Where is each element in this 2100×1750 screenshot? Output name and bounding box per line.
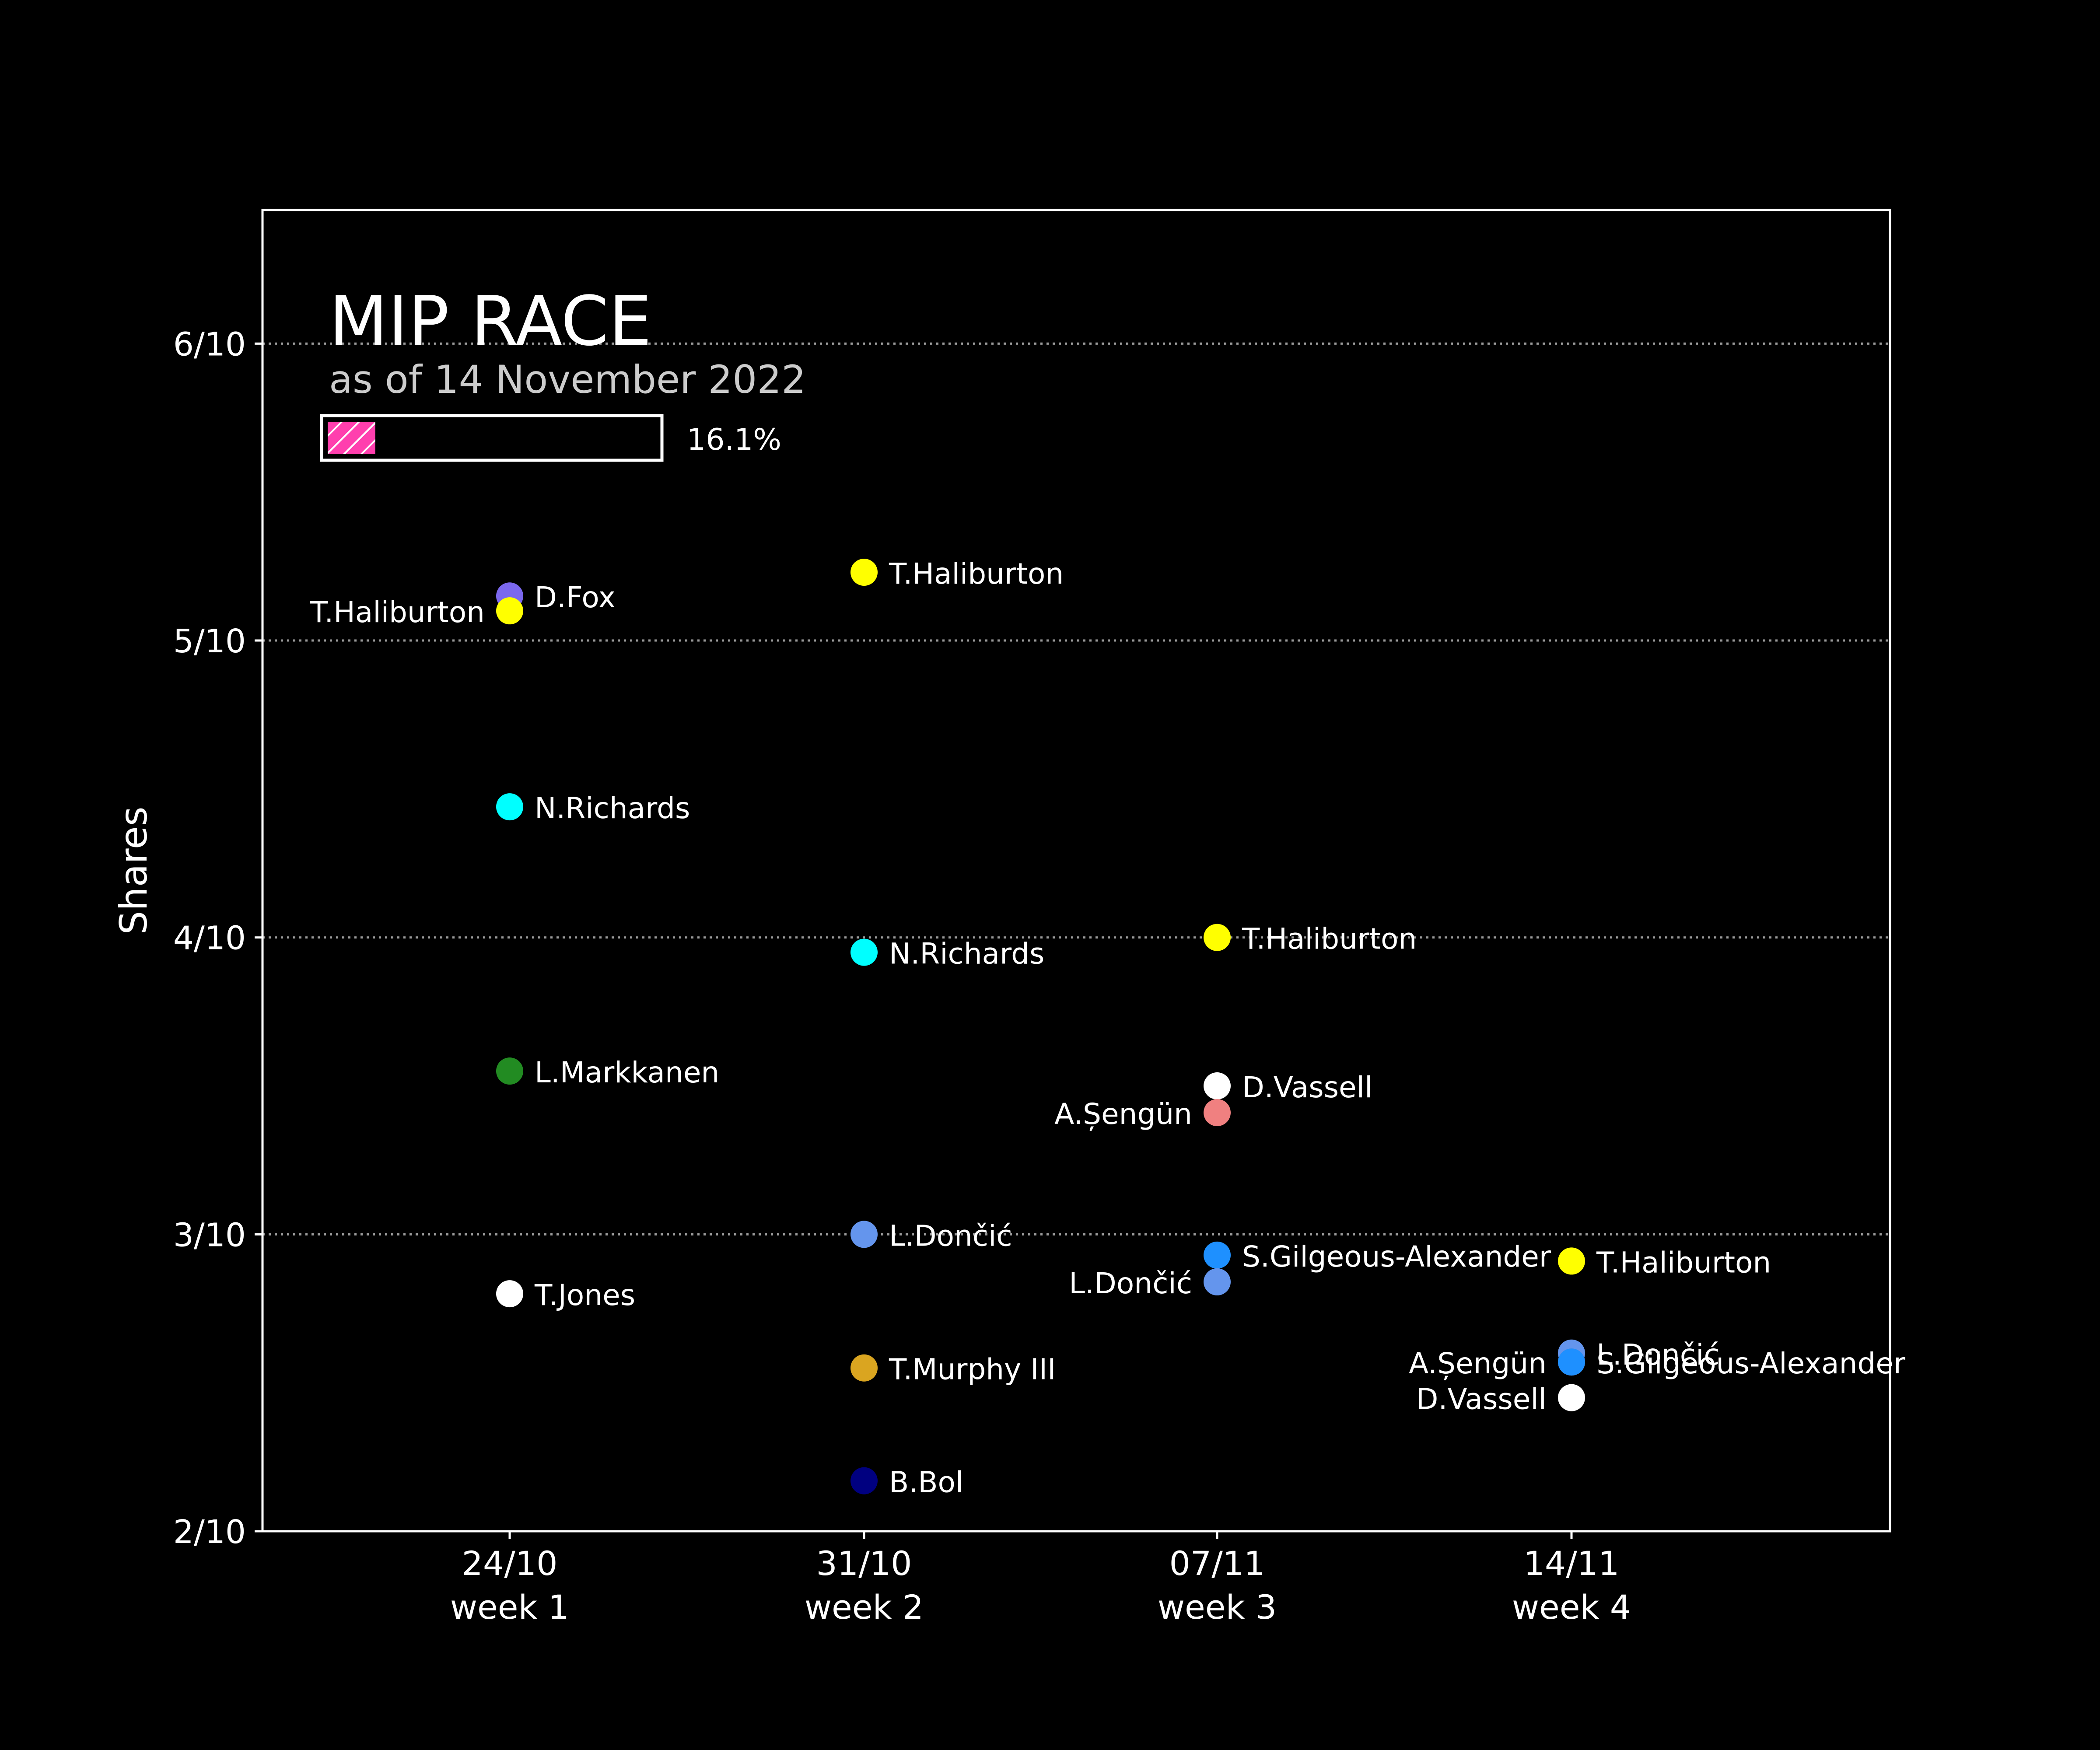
progress-bar-frame	[320, 414, 664, 462]
x-tick-week-label: week 1	[450, 1588, 569, 1627]
x-tick-date-label: 14/11	[1523, 1544, 1619, 1583]
point-labels: D.Fox T.Haliburton N.Richards L.Markkanen T.…	[310, 557, 1906, 1499]
point-label: T.Haliburton	[1596, 1246, 1771, 1279]
point-label: T.Jones	[534, 1278, 635, 1312]
data-point	[850, 938, 878, 966]
data-points	[496, 558, 1585, 1494]
y-axis-ticks: 2/10 3/10 4/10 5/10 6/10	[173, 326, 262, 1551]
data-point	[1558, 1247, 1585, 1275]
data-point	[850, 1354, 878, 1382]
point-label: S.Gilgeous-Alexander	[1242, 1240, 1551, 1274]
data-point	[1204, 924, 1231, 951]
chart-title: MIP RACE	[329, 281, 652, 361]
point-label: L.Dončić	[889, 1219, 1012, 1253]
data-point	[1204, 1099, 1231, 1127]
point-label: L.Dončić	[1596, 1338, 1720, 1372]
point-label: L.Dončić	[1069, 1267, 1192, 1300]
point-label: A.Șengün	[1054, 1097, 1192, 1131]
data-point	[496, 1057, 523, 1085]
y-axis-label: Shares	[112, 807, 156, 935]
point-label: L.Markkanen	[535, 1056, 719, 1089]
data-point	[1204, 1268, 1231, 1295]
data-point	[496, 597, 523, 625]
plot-frame	[261, 209, 1891, 1533]
data-point	[496, 793, 523, 821]
chart-subtitle: as of 14 November 2022	[329, 357, 806, 402]
x-tick-date-label: 24/10	[462, 1544, 557, 1583]
y-tick-label: 3/10	[173, 1216, 246, 1254]
x-axis-ticks: 24/10 week 1 31/10 week 2 07/11 week 3 14/11 we…	[450, 1531, 1631, 1627]
data-point	[1558, 1348, 1585, 1376]
progress-bar-fill	[328, 422, 375, 454]
progress-label: 16.1%	[687, 423, 781, 457]
x-tick-date-label: 31/10	[816, 1544, 912, 1583]
point-label: S.Gilgeous-Alexander	[1596, 1347, 1906, 1380]
progress-bar	[320, 414, 664, 462]
x-tick-date-label: 07/11	[1169, 1544, 1265, 1583]
point-label: N.Richards	[535, 791, 690, 825]
y-tick-label: 5/10	[173, 623, 246, 660]
y-tick-label: 2/10	[173, 1513, 246, 1551]
data-point	[850, 1221, 878, 1248]
data-point	[850, 1467, 878, 1494]
data-point	[1204, 1072, 1231, 1100]
point-label: T.Murphy III	[889, 1353, 1056, 1386]
point-label: D.Vassell	[1416, 1382, 1547, 1416]
point-label: D.Fox	[535, 581, 616, 614]
x-tick-week-label: week 2	[805, 1588, 924, 1627]
point-label: D.Vassell	[1242, 1071, 1372, 1104]
grid-lines	[262, 342, 1890, 1236]
y-tick-label: 4/10	[173, 920, 246, 957]
data-point	[496, 1280, 523, 1308]
point-label: A.Șengün	[1409, 1347, 1547, 1380]
point-label: N.Richards	[889, 937, 1044, 971]
point-label: B.Bol	[889, 1466, 963, 1499]
data-point	[1558, 1384, 1585, 1411]
point-label: T.Haliburton	[310, 595, 485, 629]
data-point	[850, 558, 878, 586]
data-point	[1204, 1241, 1231, 1269]
y-tick-label: 6/10	[173, 326, 246, 363]
x-tick-week-label: week 4	[1512, 1588, 1631, 1627]
point-label: T.Haliburton	[889, 557, 1064, 591]
x-tick-week-label: week 3	[1158, 1588, 1277, 1627]
point-label: T.Haliburton	[1242, 922, 1417, 956]
